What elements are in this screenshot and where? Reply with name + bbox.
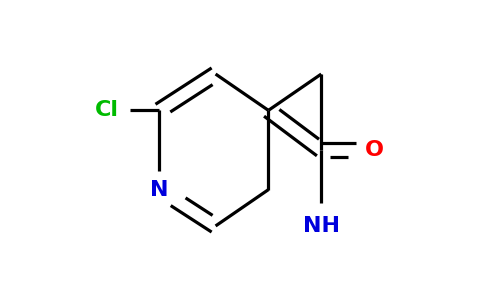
Text: N: N bbox=[150, 180, 169, 200]
Text: NH: NH bbox=[303, 216, 340, 236]
Text: O: O bbox=[364, 140, 384, 160]
Text: Cl: Cl bbox=[94, 100, 119, 120]
